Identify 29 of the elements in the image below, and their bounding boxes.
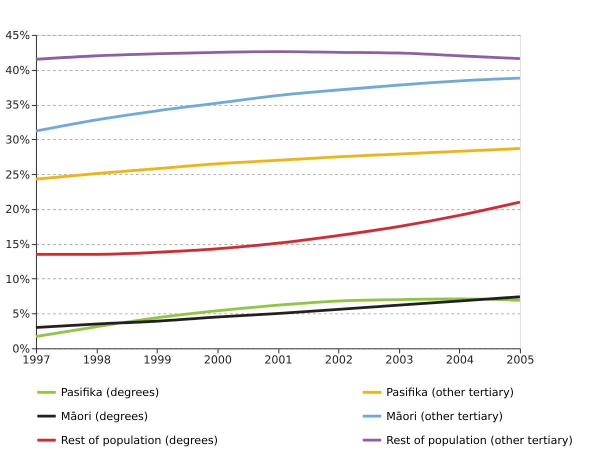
y-tick-label: 5% <box>12 308 30 321</box>
x-tick-label: 1997 <box>22 354 50 367</box>
legend-label: Pasifika (degrees) <box>60 386 160 400</box>
y-tick-label: 30% <box>5 134 30 147</box>
legend-label: Pasifika (other tertiary) <box>386 386 514 400</box>
line-series <box>34 200 522 256</box>
line-series <box>34 147 522 180</box>
y-tick-label: 10% <box>5 272 30 286</box>
x-tick-label: 2004 <box>446 354 474 367</box>
x-tick-label: 2005 <box>506 354 534 367</box>
x-tick-label: 1999 <box>143 354 172 367</box>
line-series <box>34 76 522 132</box>
x-tick-label: 1998 <box>82 354 111 367</box>
y-tick-label: 45% <box>5 29 30 42</box>
y-tick-label: 20% <box>5 203 30 216</box>
legend-label: Māori (degrees) <box>60 410 148 423</box>
y-tick-label: 35% <box>5 98 30 112</box>
x-tick-label: 2000 <box>204 354 232 367</box>
legend-label: Rest of population (degrees) <box>60 434 218 447</box>
y-tick-label: 15% <box>5 238 30 252</box>
x-tick-label: 2001 <box>264 354 292 367</box>
y-tick-label: 0% <box>12 342 30 356</box>
x-tick-label: 2002 <box>324 354 353 367</box>
y-tick-label: 40% <box>5 64 30 77</box>
y-tick-label: 25% <box>5 168 30 182</box>
line-series <box>34 50 522 61</box>
legend-label: Māori (other tertiary) <box>386 410 503 423</box>
legend-label: Rest of population (other tertiary) <box>386 434 573 447</box>
x-tick-label: 2003 <box>385 354 414 367</box>
